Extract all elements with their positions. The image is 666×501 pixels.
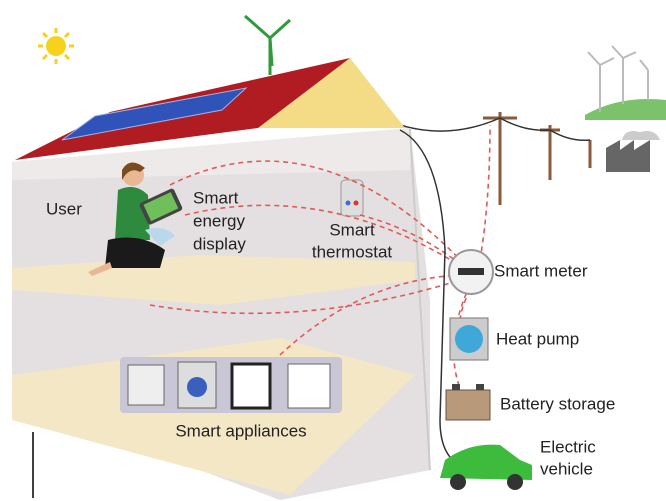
- heat-pump-icon: [450, 318, 488, 360]
- label: Smart: [193, 188, 239, 207]
- label: Smart: [329, 220, 375, 239]
- label: Electric: [540, 437, 596, 456]
- power-line: [400, 118, 590, 140]
- label: User: [46, 199, 82, 218]
- appliances-panel: [120, 357, 342, 413]
- electric-vehicle-icon: [440, 445, 532, 490]
- power-poles: [483, 112, 590, 205]
- sun: [38, 28, 74, 64]
- thermostat-icon: [341, 180, 363, 216]
- battery-icon: [446, 384, 490, 420]
- label: Battery storage: [500, 394, 615, 413]
- smart-home-diagram: User Smart energy display Smart thermost…: [0, 0, 666, 501]
- smart-meter-icon: [449, 250, 493, 294]
- label: Heat pump: [496, 329, 579, 348]
- power-plant: [606, 131, 660, 172]
- label: energy: [193, 211, 245, 230]
- label: display: [193, 234, 246, 253]
- label: vehicle: [540, 459, 593, 478]
- roof-wind-turbine: [245, 16, 290, 75]
- label: Smart meter: [494, 261, 588, 280]
- wind-farm: [585, 46, 666, 120]
- label: Smart appliances: [175, 421, 306, 440]
- label: thermostat: [312, 242, 393, 261]
